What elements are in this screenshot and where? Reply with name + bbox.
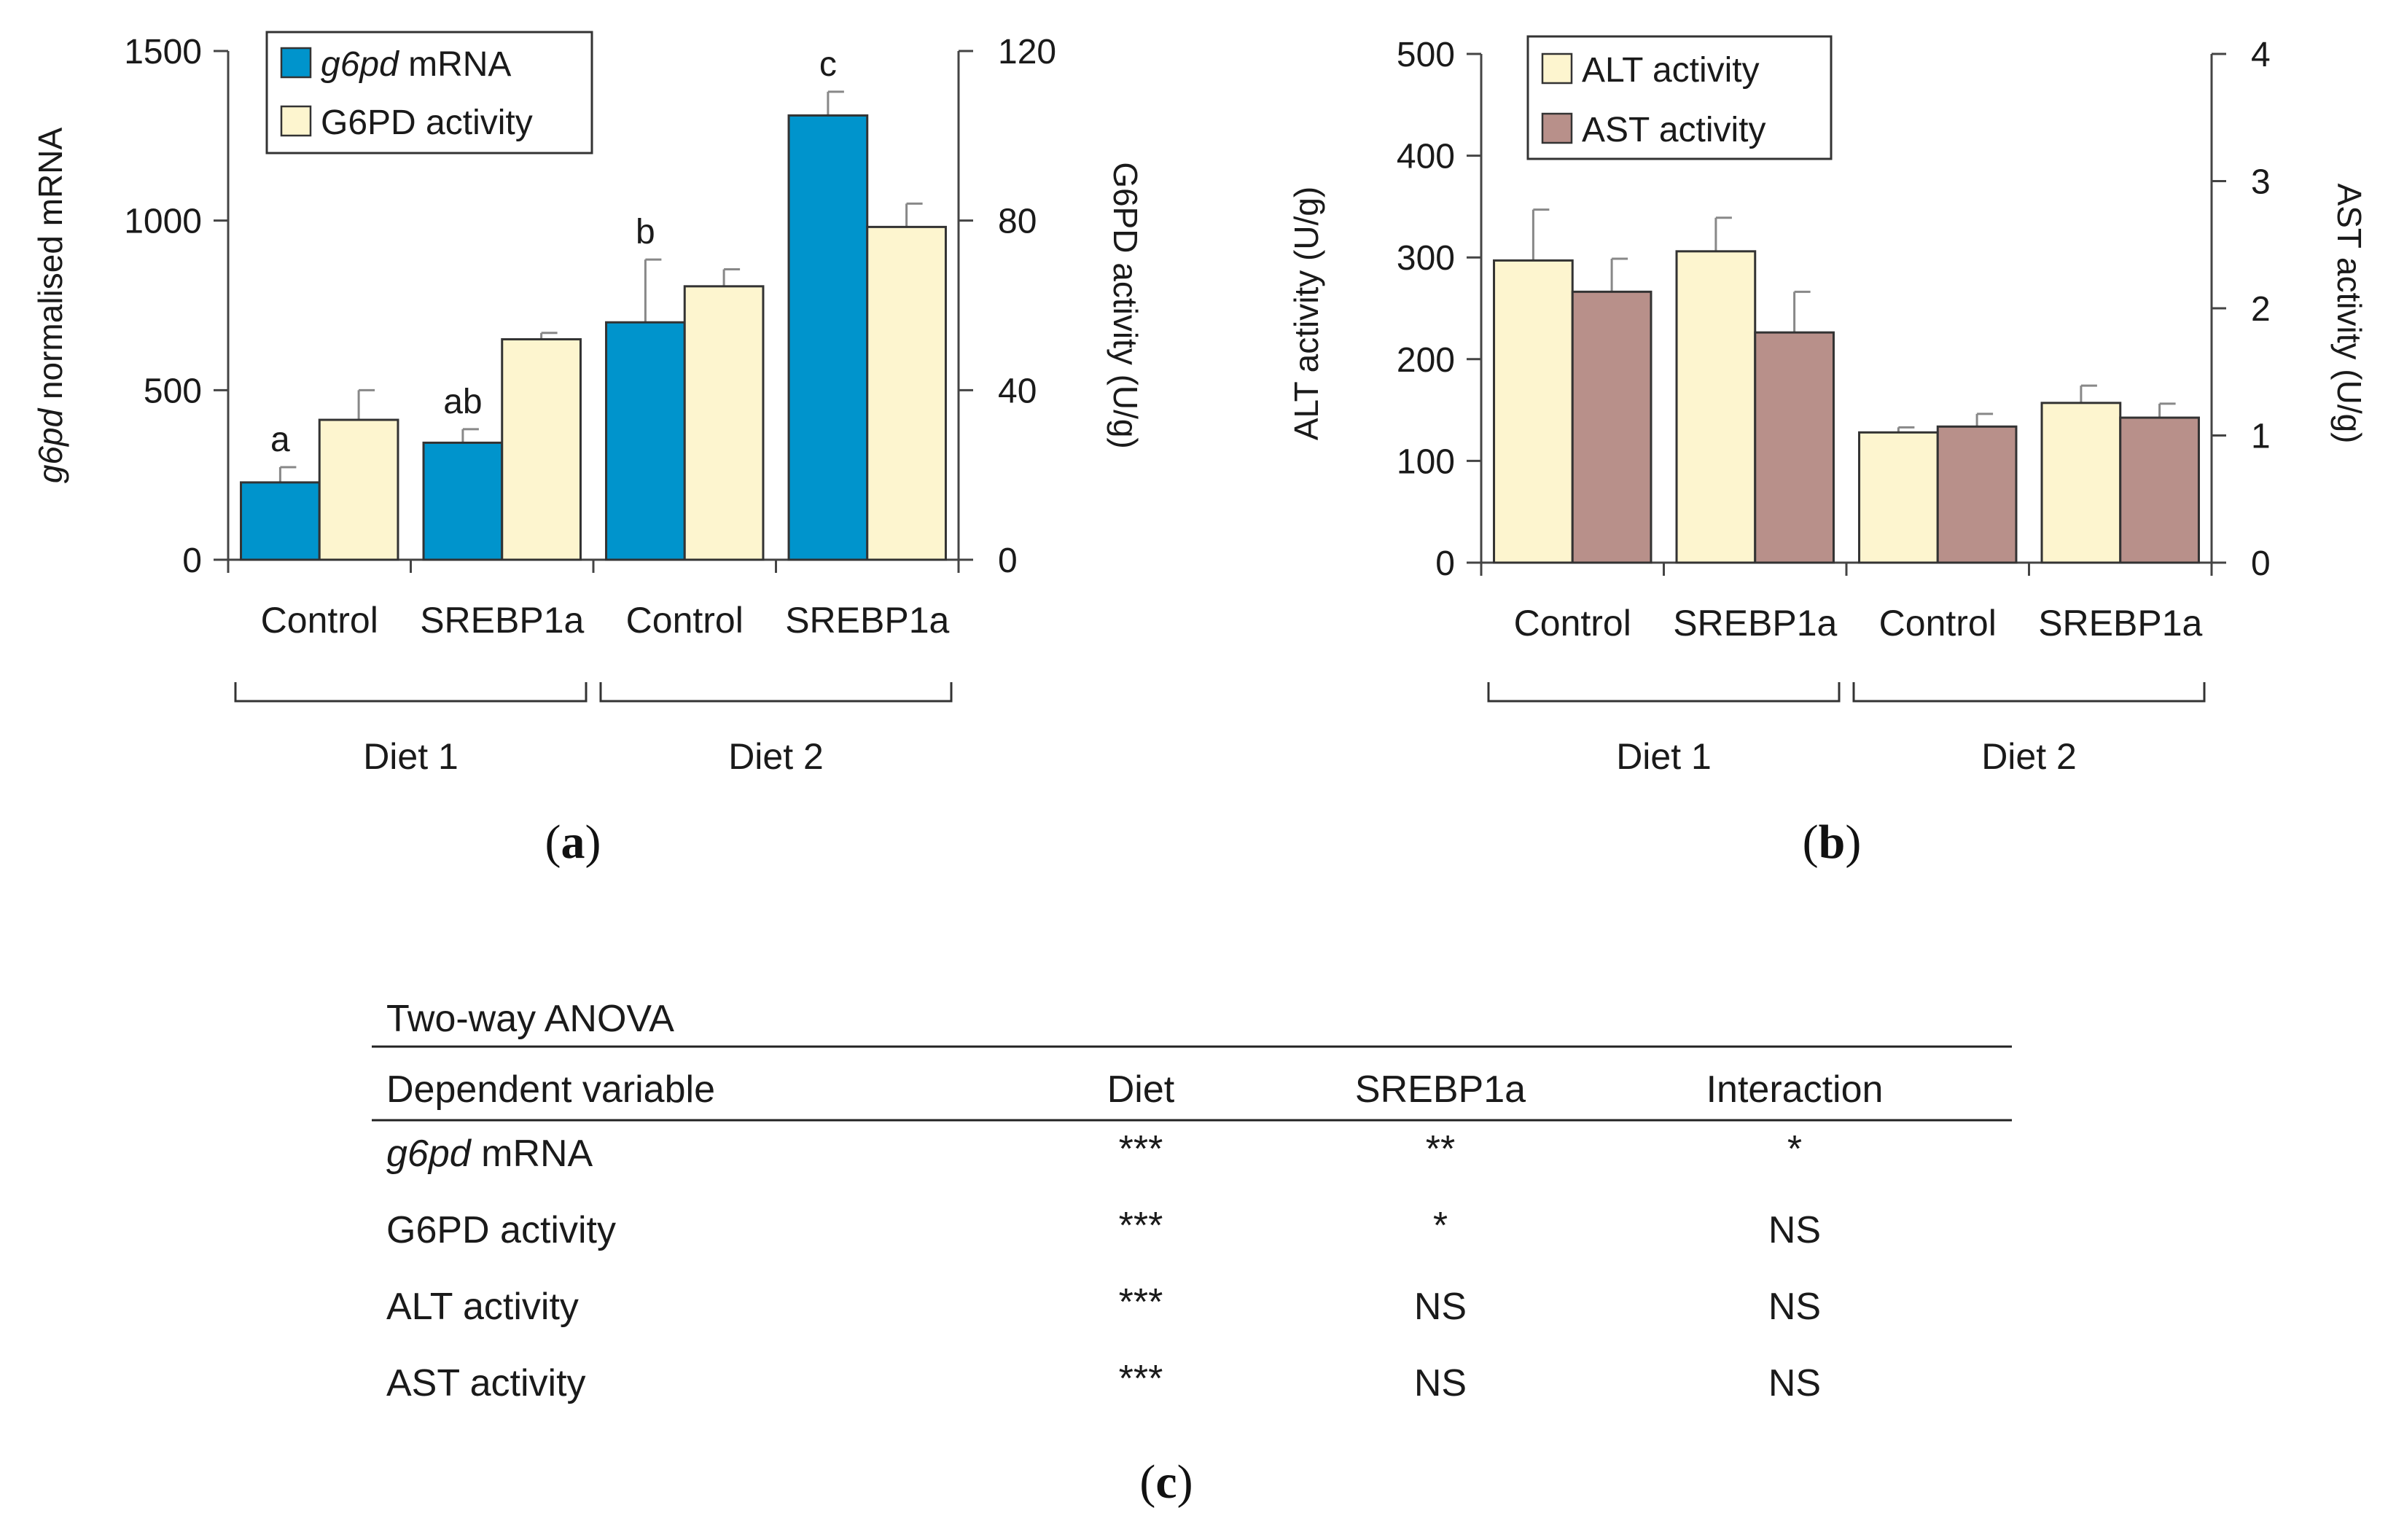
b-group-label: Diet 1 (1616, 736, 1712, 777)
a-bar-annotation: ab (443, 383, 482, 421)
b-y2-axis-label: AST activity (U/g) (2330, 184, 2368, 444)
a-y2-tick-label: 0 (998, 542, 1018, 580)
table-cell: NS (1768, 1286, 1821, 1328)
table-cell: *** (1119, 1128, 1163, 1170)
a-y-tick-label: 500 (144, 372, 202, 410)
b-group-bracket (1852, 682, 2206, 703)
a-bar-s1-c1 (501, 338, 582, 561)
b-y2-tick-label: 1 (2251, 418, 2271, 456)
b-bar-s0-c1 (1675, 250, 1757, 564)
a-bar-s0-c2 (605, 321, 686, 561)
b-y2-tick-label: 4 (2251, 36, 2271, 74)
a-bar-annotation: a (270, 421, 290, 459)
panel-b-chart: 0 100 200 300 400 500 0 1 2 3 4 Control SREBP1a Con… (1287, 35, 2368, 869)
b-x-category-label: Control (1514, 603, 1631, 644)
table-cell: *** (1119, 1281, 1163, 1324)
table-cell: * (1787, 1128, 1802, 1170)
a-x-category-label: SREBP1a (420, 600, 584, 641)
b-panel-label: (b) (1803, 816, 1862, 869)
b-y-tick-label: 100 (1397, 442, 1455, 481)
a-bar-s0-c0 (240, 481, 321, 561)
a-y2-axis-label: G6PD activity (U/g) (1107, 162, 1144, 449)
a-y2-tick-label: 120 (998, 33, 1056, 71)
b-x-category-label: SREBP1a (1673, 603, 1837, 644)
a-x-category-label: Control (261, 600, 378, 641)
a-y-axis-label: g6pd normalised mRNA (31, 128, 69, 484)
b-y-tick-label: 0 (1435, 544, 1455, 583)
a-y-tick-label: 1000 (124, 203, 202, 241)
b-y2-tick-label: 3 (2251, 163, 2271, 202)
table-header-srebp1a: SREBP1a (1355, 1068, 1526, 1111)
b-bar-s1-c3 (2119, 416, 2200, 564)
b-group-bracket (1487, 682, 1841, 703)
table-title: Two-way ANOVA (386, 998, 674, 1040)
table-cell: NS (1414, 1362, 1467, 1404)
b-x-category-label: SREBP1a (2038, 603, 2202, 644)
a-legend-label-mrna: g6pd mRNA (321, 45, 511, 84)
b-bar-s0-c3 (2040, 402, 2122, 564)
table-header-variable: Dependent variable (386, 1068, 715, 1111)
b-group-label: Diet 2 (1981, 736, 2077, 777)
table-cell: * (1433, 1205, 1448, 1247)
b-legend-label-alt: ALT activity (1582, 51, 1760, 90)
a-bar-annotation: c (819, 45, 837, 84)
table-row-label: ALT activity (386, 1286, 579, 1328)
table-header-diet: Diet (1107, 1068, 1175, 1111)
b-legend: ALT activity AST activity (1526, 35, 1833, 160)
a-bar-s1-c3 (866, 225, 947, 561)
b-y-axis-label: ALT activity (U/g) (1287, 187, 1325, 440)
table-row-label: g6pd mRNA (386, 1133, 593, 1175)
a-bar-s0-c1 (422, 441, 504, 561)
b-legend-box (1526, 35, 1833, 160)
a-legend-box (265, 31, 593, 155)
b-legend-swatch-alt (1541, 52, 1573, 85)
a-group-label: Diet 2 (728, 736, 824, 777)
a-group-label: Diet 1 (363, 736, 459, 777)
a-bar-s1-c0 (318, 418, 399, 561)
b-y-tick-label: 500 (1397, 36, 1455, 74)
table-header-interaction: Interaction (1706, 1068, 1884, 1111)
a-bar-s1-c2 (683, 285, 765, 561)
a-legend-swatch-mrna (280, 47, 312, 79)
b-y-tick-label: 400 (1397, 138, 1455, 176)
a-y-tick-label: 1500 (124, 33, 202, 71)
a-panel-label: (a) (545, 816, 601, 869)
b-legend-label-ast: AST activity (1582, 111, 1766, 149)
a-group-bracket (234, 682, 588, 703)
a-legend: g6pd mRNA G6PD activity (265, 31, 593, 155)
c-panel-label: (c) (1139, 1455, 1193, 1509)
b-bar-s1-c0 (1571, 290, 1653, 564)
table-cell: ** (1426, 1128, 1455, 1170)
b-y-tick-label: 300 (1397, 239, 1455, 278)
b-y2-tick-label: 2 (2251, 290, 2271, 329)
b-x-category-label: Control (1879, 603, 1997, 644)
a-legend-swatch-activity (280, 105, 312, 137)
a-x-category-label: Control (626, 600, 744, 641)
a-bar-s0-c3 (787, 114, 869, 561)
b-bar-s1-c1 (1754, 331, 1835, 564)
a-group-bracket (599, 682, 953, 703)
panel-a-chart: 0 500 1000 1500 0 40 80 120 a ab b c Control SREBP… (31, 31, 1144, 869)
a-y2-tick-label: 40 (998, 372, 1037, 410)
a-y2-tick-label: 80 (998, 203, 1037, 241)
b-y-tick-label: 200 (1397, 341, 1455, 380)
table-cell: NS (1768, 1209, 1821, 1251)
table-row-label: AST activity (386, 1362, 586, 1404)
a-y-tick-label: 0 (182, 542, 202, 580)
panel-c-table: Two-way ANOVA Dependent variable Diet SR… (372, 998, 2012, 1509)
b-legend-swatch-ast (1541, 112, 1573, 144)
a-legend-label-activity: G6PD activity (321, 103, 533, 142)
table-row-label: G6PD activity (386, 1209, 616, 1251)
b-bar-s0-c0 (1493, 259, 1574, 564)
b-bar-s0-c2 (1858, 431, 1939, 564)
table-cell: NS (1414, 1286, 1467, 1328)
a-bar-annotation: b (636, 213, 655, 251)
table-cell: NS (1768, 1362, 1821, 1404)
b-y2-tick-label: 0 (2251, 544, 2271, 583)
table-cell: *** (1119, 1358, 1163, 1400)
b-bar-s1-c2 (1936, 425, 2018, 564)
a-x-category-label: SREBP1a (785, 600, 949, 641)
table-cell: *** (1119, 1205, 1163, 1247)
